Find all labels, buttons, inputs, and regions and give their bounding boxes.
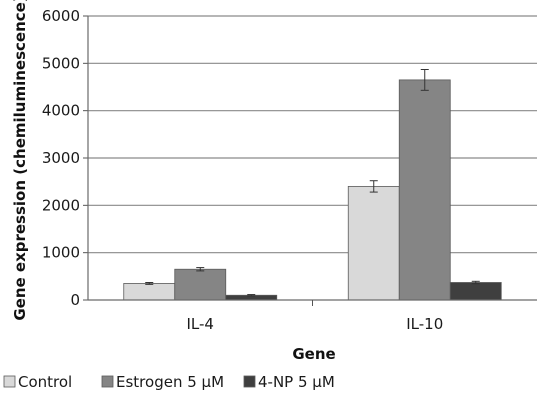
y-tick-labels: 0 1000 2000 3000 4000 5000 6000 [42,7,80,309]
x-tick-labels: IL-4 IL-10 [187,315,444,333]
legend-label: 4-NP 5 µM [258,373,335,391]
x-tick-label: IL-4 [187,315,214,333]
y-tick-label: 0 [70,291,80,309]
legend: Control Estrogen 5 µM 4-NP 5 µM [3,373,335,391]
x-tick-label: IL-10 [406,315,443,333]
y-tick-label: 3000 [42,149,80,167]
grid-lines [88,15,537,254]
bar [398,79,451,301]
bar [449,282,502,301]
legend-swatch [243,375,256,388]
y-tick-label: 2000 [42,196,80,214]
x-axis-title: Gene [292,345,335,363]
legend-label: Control [18,373,72,391]
bar [123,283,176,301]
bar [347,185,400,301]
y-tick-label: 6000 [42,7,80,25]
bars [123,68,502,301]
y-tick-label: 5000 [42,54,80,72]
axes [83,15,537,306]
y-tick-label: 4000 [42,102,80,120]
legend-swatch [101,375,114,388]
bar [174,268,227,301]
legend-swatch [3,375,16,388]
y-tick-label: 1000 [42,244,80,262]
y-axis-title: Gene expression (chemiluminescence) [11,0,29,321]
legend-label: Estrogen 5 µM [116,373,224,391]
